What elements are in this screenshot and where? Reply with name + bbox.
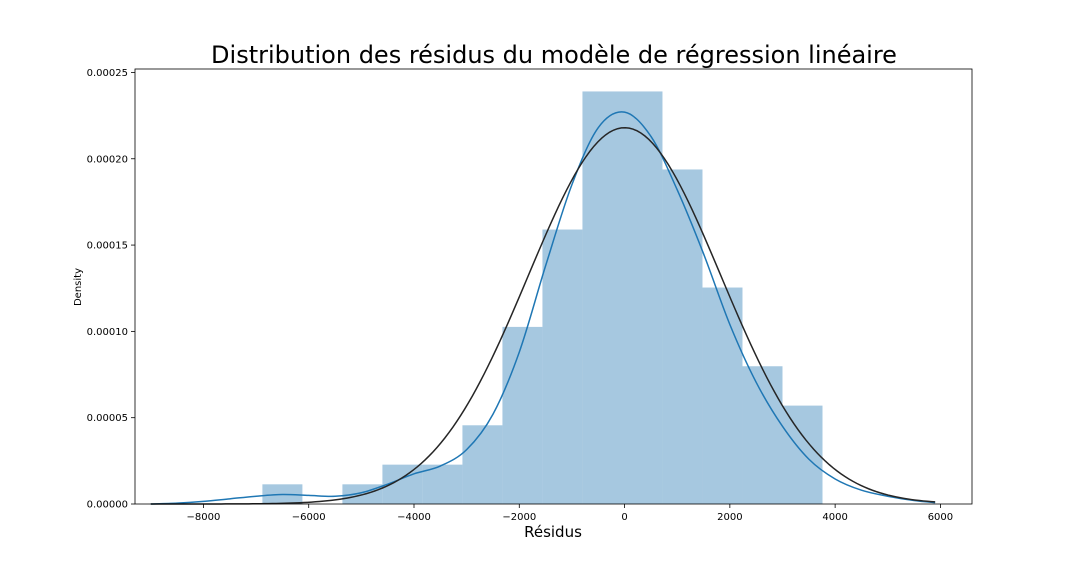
y-axis-ticks: 0.00000 0.00005 0.00010 0.00015 0.00020 0.000…: [87, 68, 135, 511]
x-tick-label: 0: [621, 512, 627, 523]
x-tick-label: 6000: [928, 512, 953, 523]
x-tick-label: −4000: [397, 512, 431, 523]
y-axis-label: Density: [73, 268, 84, 306]
histogram-bar-7: [542, 229, 583, 505]
histogram-bar-9: [662, 169, 703, 504]
histogram-bar-6: [502, 326, 543, 504]
histogram-bar-12: [782, 405, 823, 504]
y-tick-label: 0.00005: [87, 413, 128, 424]
kde-line: [150, 111, 936, 505]
x-tick-label: 4000: [822, 512, 847, 523]
x-tick-label: 2000: [717, 512, 742, 523]
histogram-bar-11: [742, 366, 783, 504]
y-tick-label: 0.00000: [87, 500, 128, 511]
histogram-bar-8: [582, 91, 663, 504]
x-tick-label: −6000: [292, 512, 326, 523]
y-tick-label: 0.00015: [87, 241, 128, 252]
series-lines: [150, 111, 936, 505]
y-tick-label: 0.00020: [87, 154, 128, 165]
y-tick-label: 0.00025: [87, 68, 128, 79]
histogram-bar-4: [422, 464, 463, 504]
histogram-bar-10: [702, 287, 743, 504]
x-tick-label: −8000: [187, 512, 221, 523]
x-axis-ticks: −8000 −6000 −4000 −2000 0 2000 4000 6000: [187, 504, 953, 523]
plot-area-frame: [134, 68, 973, 505]
histogram-bars: [262, 91, 823, 505]
normal-fit-line: [150, 126, 936, 505]
histogram-bar-5: [462, 425, 503, 504]
x-axis-label: Résidus: [524, 523, 582, 541]
y-tick-label: 0.00010: [87, 327, 128, 338]
x-tick-label: −2000: [502, 512, 536, 523]
chart-title: Distribution des résidus du modèle de ré…: [211, 41, 897, 69]
